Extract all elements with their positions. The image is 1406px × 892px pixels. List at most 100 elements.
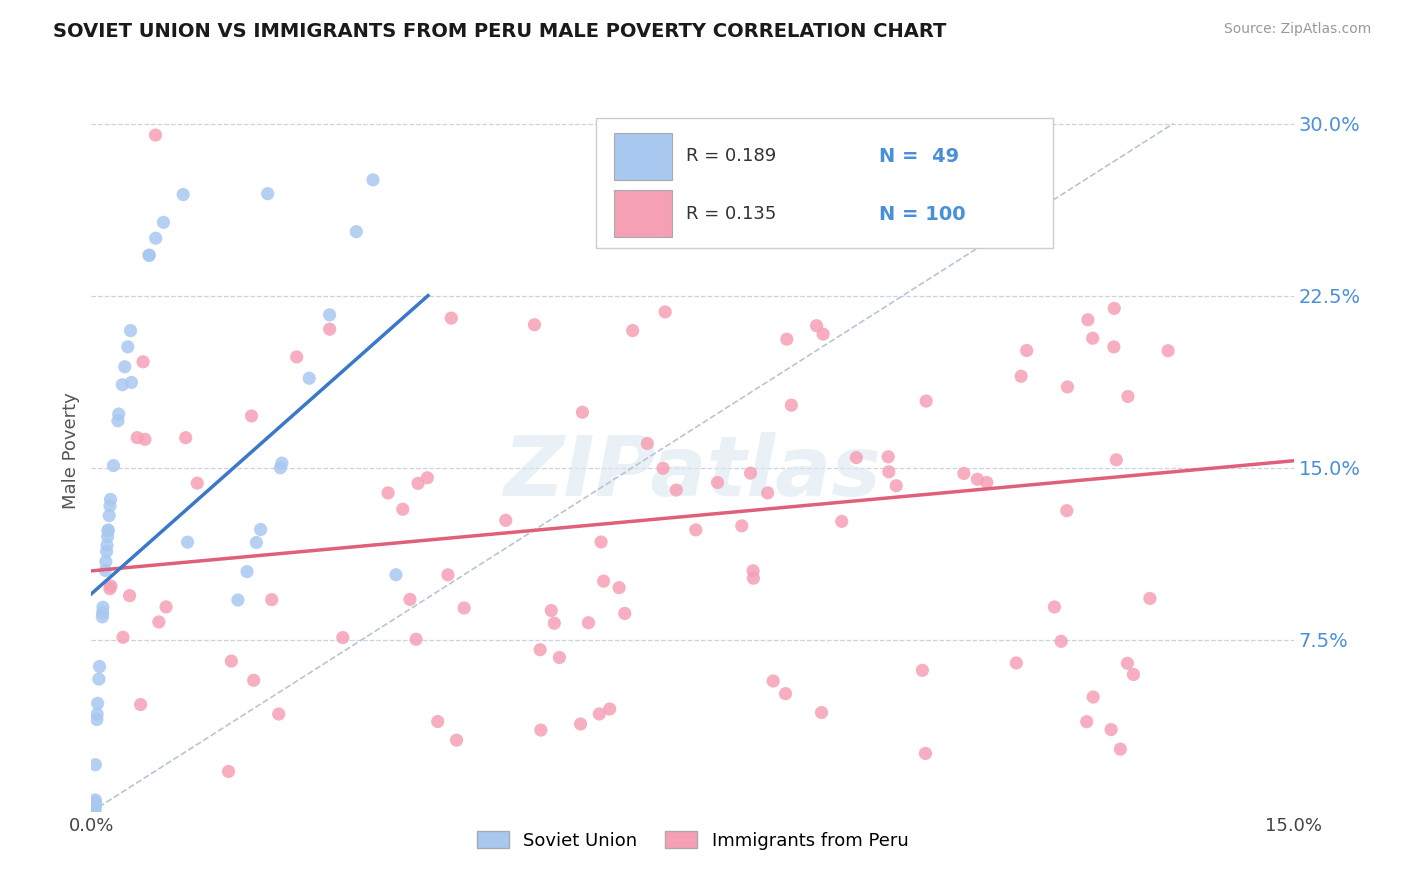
Point [1076, 714, 1098, 729]
Point [385, 567, 408, 582]
Point [1077, 312, 1099, 326]
Point [731, 518, 754, 533]
Point [884, 479, 907, 493]
Point [121, 376, 143, 390]
Point [613, 607, 636, 621]
Point [91, 600, 114, 615]
Point [152, 215, 174, 229]
Point [1099, 723, 1122, 737]
Point [332, 631, 354, 645]
Point [97, 524, 120, 538]
Point [97, 530, 120, 544]
Point [89, 659, 111, 673]
Point [96, 544, 118, 558]
Point [87, 672, 110, 686]
Point [1050, 634, 1073, 648]
Point [831, 515, 853, 529]
Point [86, 713, 108, 727]
Point [318, 322, 340, 336]
Point [543, 616, 565, 631]
Point [120, 324, 142, 338]
Point [377, 486, 399, 500]
Point [599, 702, 621, 716]
Point [529, 642, 551, 657]
Point [569, 717, 592, 731]
Point [810, 706, 832, 720]
Text: ZIPatlas: ZIPatlas [503, 432, 882, 513]
Point [84, 805, 107, 819]
Point [236, 565, 259, 579]
Point [1010, 369, 1032, 384]
Point [914, 747, 936, 761]
Point [344, 225, 367, 239]
Point [621, 324, 644, 338]
Point [91, 610, 114, 624]
Point [240, 409, 263, 423]
Point [148, 615, 170, 629]
Point [174, 431, 197, 445]
Point [756, 486, 779, 500]
Point [361, 173, 384, 187]
Point [426, 714, 449, 729]
Point [399, 592, 422, 607]
Point [1015, 343, 1038, 358]
FancyBboxPatch shape [596, 118, 1053, 248]
Point [578, 615, 600, 630]
Point [762, 673, 785, 688]
Point [915, 394, 938, 409]
Point [1109, 742, 1132, 756]
Point [118, 589, 141, 603]
Point [845, 450, 868, 465]
Point [1005, 656, 1028, 670]
Point [665, 483, 688, 497]
Point [111, 630, 134, 644]
Point [145, 231, 167, 245]
Point [1043, 599, 1066, 614]
Point [740, 466, 762, 480]
Point [1102, 340, 1125, 354]
Point [218, 764, 240, 779]
Point [406, 476, 429, 491]
Point [607, 581, 630, 595]
Point [249, 523, 271, 537]
Point [155, 599, 177, 614]
Point [172, 187, 194, 202]
Point [742, 564, 765, 578]
Point [298, 371, 321, 385]
Point [1157, 343, 1180, 358]
Point [98, 582, 121, 596]
Point [953, 467, 976, 481]
Point [780, 398, 803, 412]
Point [127, 431, 149, 445]
Point [706, 475, 728, 490]
Legend: Soviet Union, Immigrants from Peru: Soviet Union, Immigrants from Peru [470, 823, 915, 857]
Point [138, 248, 160, 262]
Point [548, 650, 571, 665]
Text: N = 100: N = 100 [879, 204, 966, 224]
Point [242, 673, 264, 688]
Point [591, 535, 613, 549]
Point [107, 407, 129, 421]
Point [269, 460, 291, 475]
Point [495, 513, 517, 527]
Point [1081, 331, 1104, 345]
Point [129, 698, 152, 712]
Point [318, 308, 340, 322]
Point [1116, 389, 1139, 403]
Point [1105, 452, 1128, 467]
Point [437, 567, 460, 582]
Text: Source: ZipAtlas.com: Source: ZipAtlas.com [1223, 22, 1371, 37]
Point [1116, 657, 1139, 671]
Point [416, 471, 439, 485]
FancyBboxPatch shape [614, 190, 672, 237]
Point [221, 654, 243, 668]
Point [775, 687, 797, 701]
Point [245, 535, 267, 549]
Point [742, 571, 765, 585]
Point [446, 733, 468, 747]
Point [84, 796, 107, 810]
Text: R = 0.189: R = 0.189 [686, 147, 776, 165]
Point [285, 350, 308, 364]
Point [176, 535, 198, 549]
Point [94, 555, 117, 569]
